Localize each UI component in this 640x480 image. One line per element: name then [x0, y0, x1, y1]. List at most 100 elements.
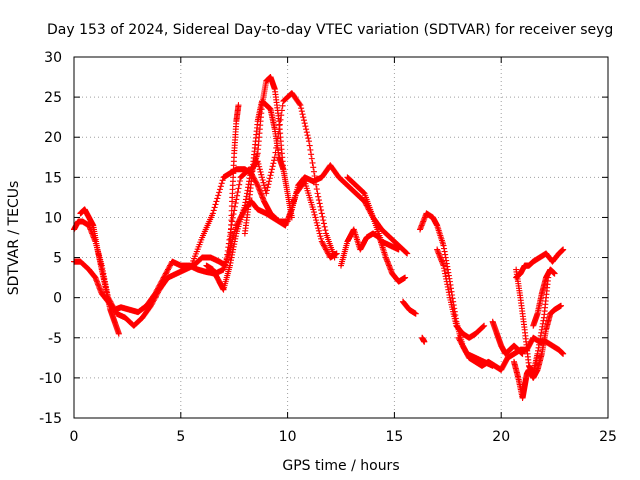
data-point [313, 217, 320, 224]
y-tick-label: -15 [39, 411, 62, 427]
data-point [259, 177, 266, 184]
series-track-18 [419, 334, 428, 345]
y-tick-label: 5 [53, 251, 62, 267]
data-point [331, 254, 338, 261]
data-point [257, 168, 264, 175]
data-point [212, 201, 219, 208]
series-track-19 [399, 298, 419, 317]
series-track-15 [513, 246, 567, 281]
data-point [298, 105, 305, 112]
y-tick-label: 15 [44, 170, 62, 186]
data-point [147, 302, 154, 309]
x-tick-label: 25 [599, 429, 617, 445]
y-tick-label: -10 [39, 371, 62, 387]
data-point [151, 296, 158, 303]
x-axis-label: GPS time / hours [282, 458, 399, 474]
data-point [276, 121, 283, 128]
data-point [155, 289, 162, 296]
data-point [403, 249, 410, 256]
chart-title: Day 153 of 2024, Sidereal Day-to-day VTE… [47, 22, 613, 38]
data-point [319, 213, 326, 220]
plot-frame [73, 56, 609, 419]
data-point [164, 266, 171, 273]
data-point [322, 245, 329, 252]
data-point [269, 163, 276, 170]
data-point [271, 157, 278, 164]
y-tick-label: 30 [44, 50, 62, 66]
data-point [263, 187, 270, 194]
series-track-5 [203, 90, 338, 293]
data-point [167, 262, 174, 269]
data-point [459, 341, 466, 348]
data-point [321, 223, 328, 230]
data-point [551, 270, 558, 277]
x-tick-label: 10 [279, 429, 297, 445]
y-tick-label: 0 [53, 291, 62, 307]
data-point [360, 189, 367, 196]
data-point [313, 219, 320, 226]
data-point [315, 227, 322, 234]
data-point [234, 189, 241, 196]
data-point [162, 270, 169, 277]
data-point [213, 198, 220, 205]
data-point [300, 117, 307, 124]
data-point [316, 230, 323, 237]
data-point [460, 344, 467, 351]
data-point [457, 338, 464, 345]
data-point [479, 324, 486, 331]
data-point [301, 120, 308, 127]
data-point [305, 135, 312, 142]
data-point [323, 247, 330, 254]
data-point [560, 350, 567, 357]
data-point [456, 336, 463, 343]
data-point [308, 151, 315, 158]
data-point [255, 160, 262, 167]
data-point [166, 263, 173, 270]
data-point [258, 171, 265, 178]
data-point [461, 345, 468, 352]
data-point [210, 207, 217, 214]
data-point [231, 203, 238, 210]
y-tick-label: 10 [44, 210, 62, 226]
data-point [268, 169, 275, 176]
series-track-16 [513, 266, 552, 377]
data-point [307, 146, 314, 153]
data-point [315, 225, 322, 232]
data-point [310, 168, 317, 175]
data-point [218, 180, 225, 187]
series-track-8 [338, 226, 409, 285]
data-point [302, 123, 309, 130]
data-point [320, 242, 327, 249]
data-point [313, 186, 320, 193]
data-point [402, 274, 409, 281]
data-point [310, 209, 317, 216]
series-track-3 [77, 206, 122, 337]
data-point [558, 302, 565, 309]
data-point [150, 298, 157, 305]
data-point [458, 340, 465, 347]
data-point [459, 342, 466, 349]
data-point [313, 181, 320, 188]
data-point [320, 241, 327, 248]
data-point [235, 102, 242, 109]
data-point [462, 348, 469, 355]
data-point [265, 181, 272, 188]
data-point [216, 186, 223, 193]
data-point [317, 233, 324, 240]
data-point [235, 185, 242, 192]
series-track-1 [71, 162, 402, 316]
data-point [461, 346, 468, 353]
data-point [320, 217, 327, 224]
data-point [318, 210, 325, 217]
x-tick-label: 0 [70, 429, 79, 445]
data-point [256, 163, 263, 170]
data-point [299, 111, 306, 118]
data-point [480, 323, 487, 330]
data-point [318, 207, 325, 214]
data-point [270, 160, 277, 167]
data-point [150, 297, 157, 304]
series-track-17 [530, 266, 558, 329]
data-point [164, 267, 171, 274]
data-point [455, 334, 462, 341]
